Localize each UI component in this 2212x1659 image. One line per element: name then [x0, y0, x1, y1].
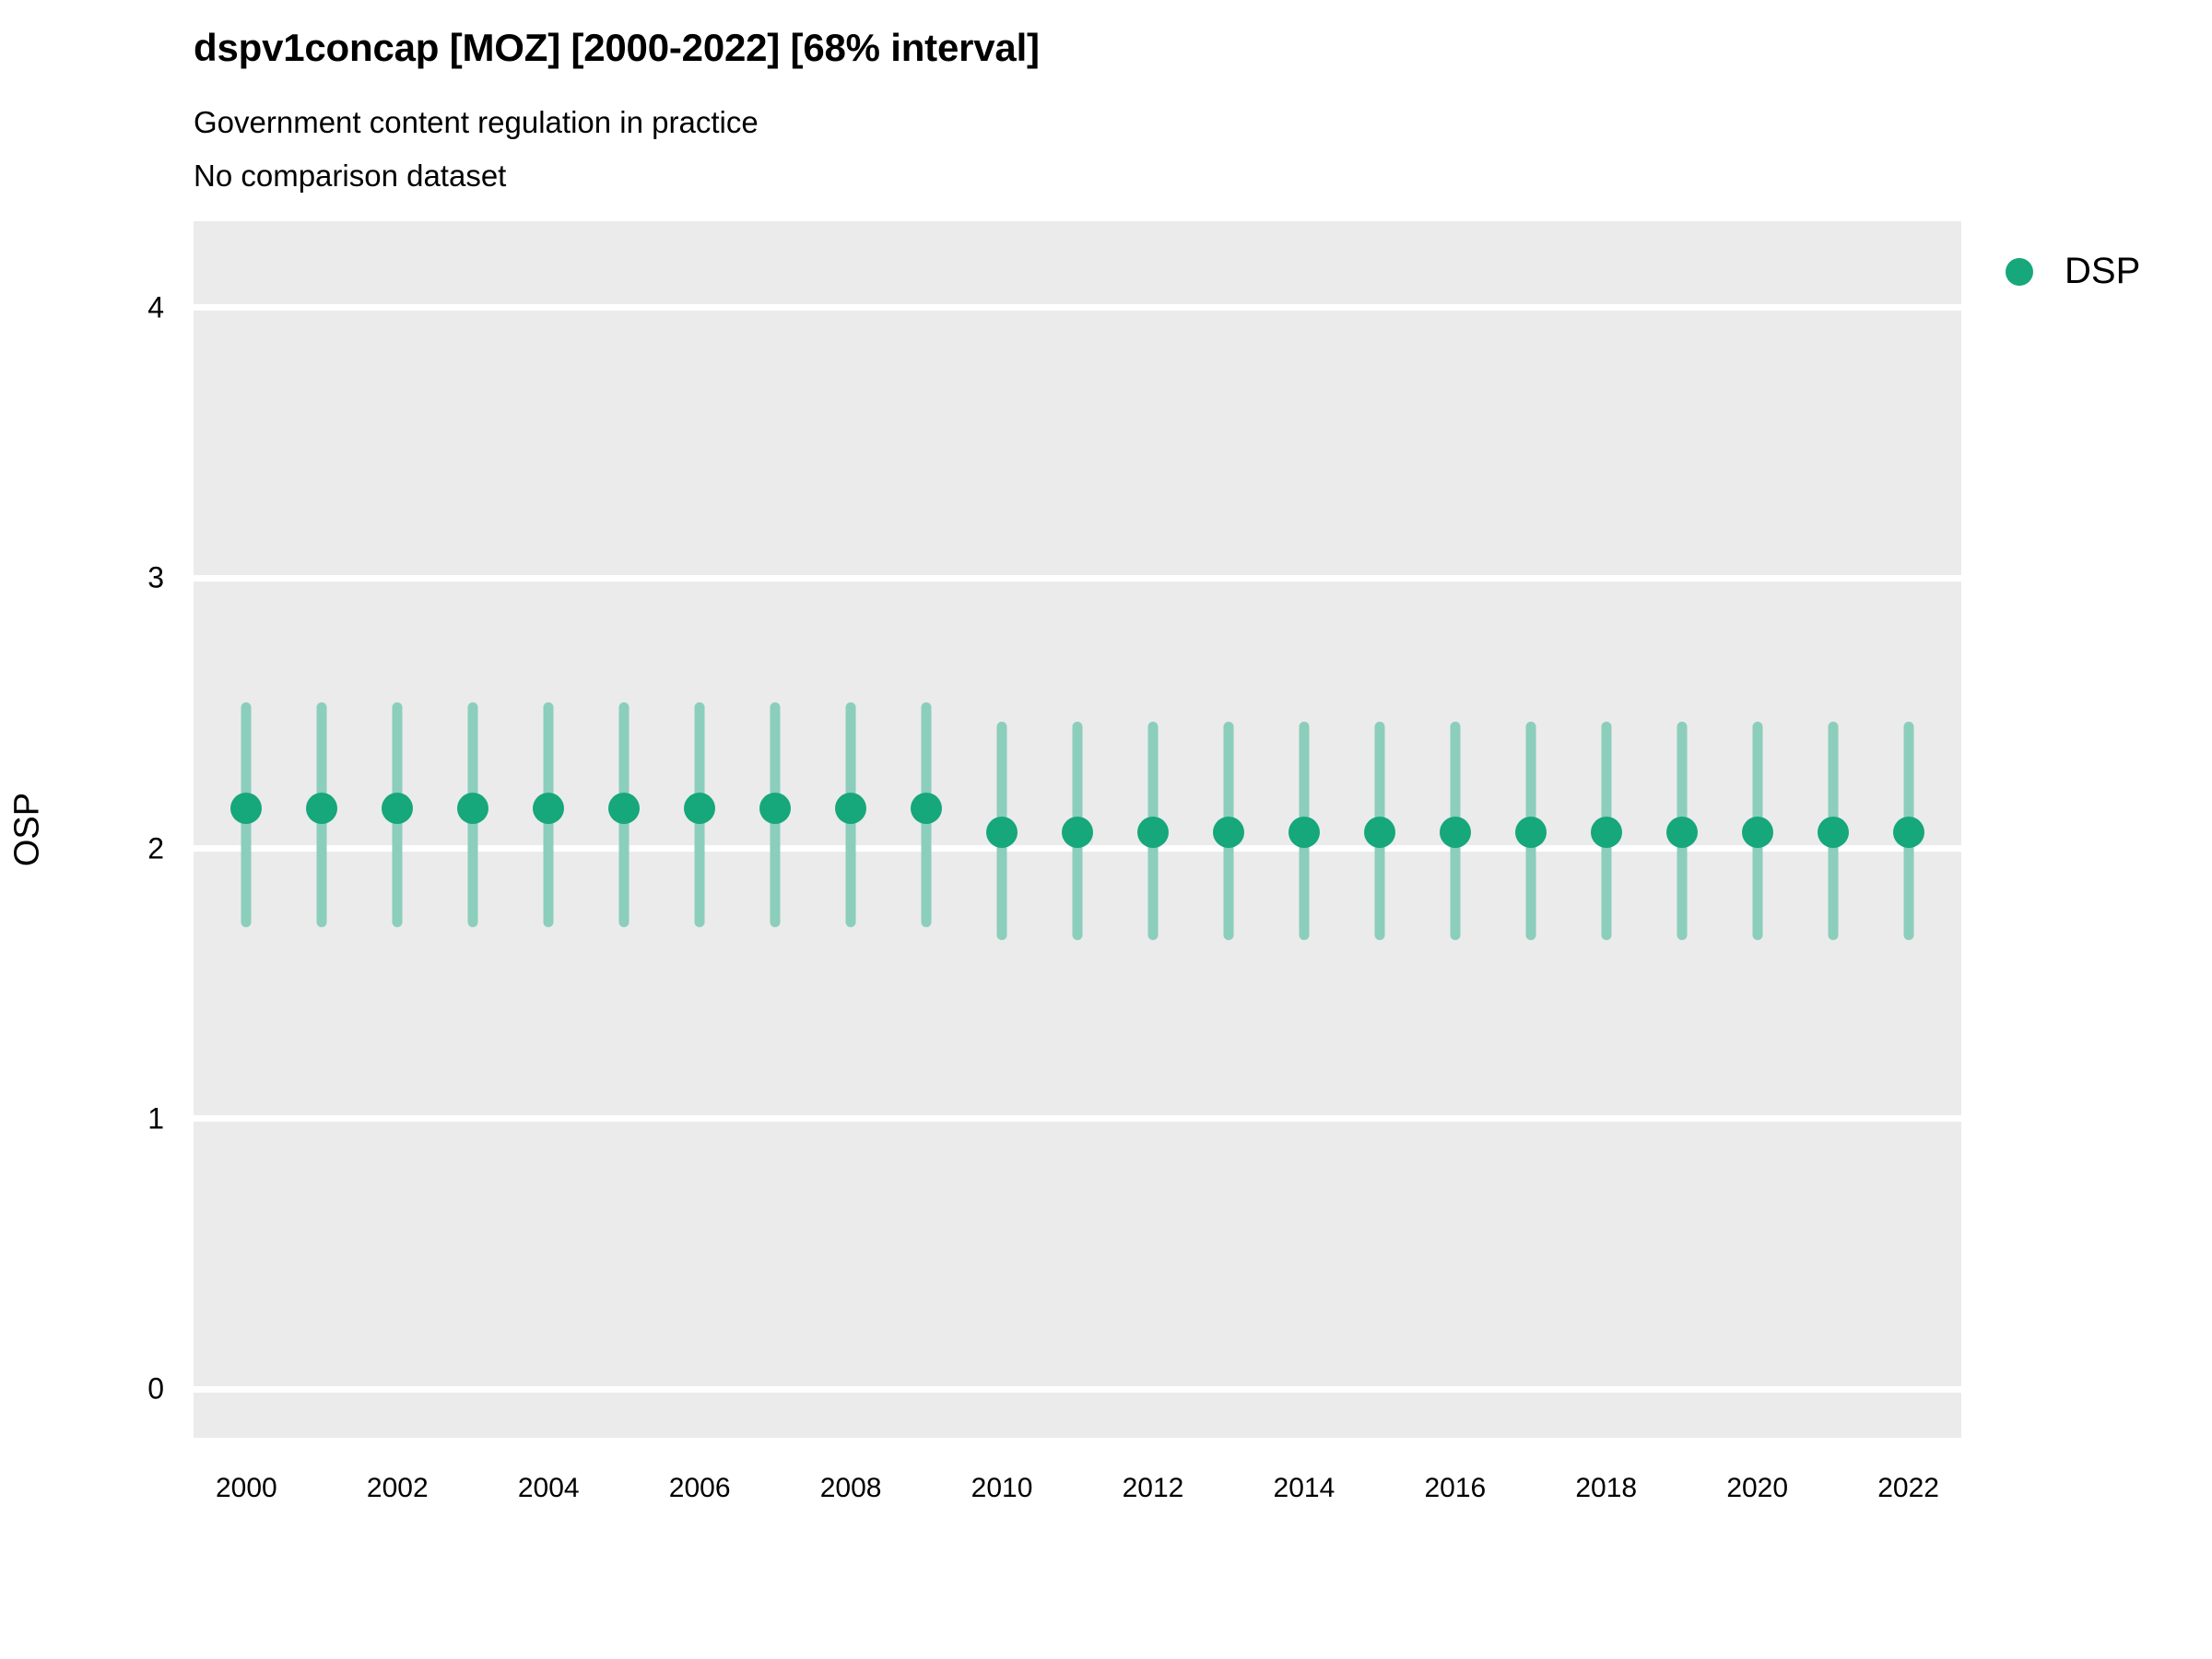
data-point — [835, 792, 867, 824]
x-axis-tick-label: 2010 — [971, 1473, 1033, 1503]
x-axis-tick-label: 2012 — [1122, 1473, 1184, 1503]
x-axis-tick-label: 2008 — [819, 1473, 882, 1503]
grid-line-y — [194, 1385, 1961, 1393]
plot-panel — [194, 221, 1961, 1438]
x-axis-tick-label: 2022 — [1877, 1473, 1939, 1503]
data-point — [1892, 816, 1924, 848]
data-point — [1212, 816, 1244, 848]
data-point — [1817, 816, 1849, 848]
x-axis-tick-label: 2018 — [1575, 1473, 1638, 1503]
grid-line-y — [194, 304, 1961, 312]
data-point — [382, 792, 414, 824]
chart-title: dspv1concap [MOZ] [2000-2022] [68% inter… — [194, 26, 1040, 69]
x-axis-tick-label: 2016 — [1424, 1473, 1487, 1503]
grid-line-y — [194, 1115, 1961, 1123]
legend-circle-marker-icon — [2006, 257, 2033, 286]
y-axis-tick-label: 4 — [147, 290, 164, 324]
grid-line-y — [194, 574, 1961, 582]
data-point — [1288, 816, 1320, 848]
data-point — [684, 792, 716, 824]
y-axis-tick-label: 2 — [147, 831, 164, 865]
data-point — [1590, 816, 1622, 848]
x-axis-tick-label: 2002 — [366, 1473, 429, 1503]
data-point — [1062, 816, 1093, 848]
y-axis-tick-label: 1 — [147, 1101, 164, 1135]
data-point — [911, 792, 943, 824]
data-point — [306, 792, 338, 824]
data-point — [1439, 816, 1471, 848]
x-axis-tick-label: 2014 — [1273, 1473, 1335, 1503]
data-point — [759, 792, 792, 824]
data-point — [1665, 816, 1698, 848]
data-point — [230, 792, 263, 824]
data-point — [1363, 816, 1395, 848]
data-point — [1741, 816, 1773, 848]
chart-caption: No comparison dataset — [194, 159, 507, 193]
data-point — [457, 792, 489, 824]
x-axis-tick-label: 2000 — [216, 1473, 277, 1503]
data-point — [1514, 816, 1547, 848]
data-point — [1136, 816, 1169, 848]
chart-subtitle: Government content regulation in practic… — [194, 105, 759, 139]
legend: DSP — [2006, 251, 2140, 292]
x-axis-tick-label: 2006 — [668, 1473, 731, 1503]
x-axis-tick-label: 2020 — [1726, 1473, 1789, 1503]
y-axis-tick-label: 3 — [147, 560, 164, 594]
data-point — [986, 816, 1018, 848]
legend-item-label: DSP — [2065, 251, 2141, 291]
x-axis-tick-label: 2004 — [517, 1473, 580, 1503]
data-point — [608, 792, 641, 824]
y-axis-tick-label: 0 — [147, 1371, 164, 1406]
data-point — [533, 792, 565, 824]
